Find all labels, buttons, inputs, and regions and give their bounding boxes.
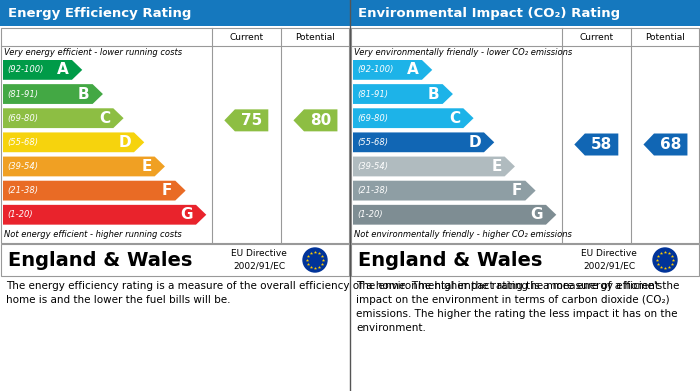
Text: Environmental Impact (CO₂) Rating: Environmental Impact (CO₂) Rating	[358, 7, 620, 20]
Polygon shape	[3, 205, 206, 225]
Polygon shape	[293, 109, 337, 131]
Polygon shape	[353, 60, 432, 80]
Text: Very energy efficient - lower running costs: Very energy efficient - lower running co…	[4, 48, 182, 57]
Text: (55-68): (55-68)	[7, 138, 38, 147]
Text: 80: 80	[310, 113, 332, 128]
Text: C: C	[99, 111, 111, 126]
Text: (81-91): (81-91)	[357, 90, 388, 99]
Text: Energy Efficiency Rating: Energy Efficiency Rating	[8, 7, 191, 20]
Text: (92-100): (92-100)	[7, 65, 43, 74]
Text: Potential: Potential	[295, 32, 335, 41]
Text: Not environmentally friendly - higher CO₂ emissions: Not environmentally friendly - higher CO…	[354, 230, 572, 239]
Text: D: D	[118, 135, 131, 150]
Text: (39-54): (39-54)	[357, 162, 388, 171]
Polygon shape	[3, 84, 103, 104]
Text: EU Directive
2002/91/EC: EU Directive 2002/91/EC	[231, 249, 287, 271]
Text: (21-38): (21-38)	[357, 186, 388, 195]
Polygon shape	[353, 133, 494, 152]
Bar	[351, 244, 699, 276]
Text: (81-91): (81-91)	[7, 90, 38, 99]
Text: F: F	[512, 183, 522, 198]
Polygon shape	[353, 84, 453, 104]
Polygon shape	[3, 108, 124, 128]
Polygon shape	[353, 156, 515, 176]
Text: 68: 68	[660, 137, 682, 152]
Text: EU Directive
2002/91/EC: EU Directive 2002/91/EC	[581, 249, 637, 271]
Text: (55-68): (55-68)	[357, 138, 388, 147]
Text: (92-100): (92-100)	[357, 65, 393, 74]
Text: A: A	[57, 63, 69, 77]
Polygon shape	[353, 108, 474, 128]
Polygon shape	[353, 181, 536, 201]
Bar	[1, 28, 349, 243]
Text: E: E	[141, 159, 152, 174]
Text: (21-38): (21-38)	[7, 186, 38, 195]
Text: The energy efficiency rating is a measure of the overall efficiency of a home. T: The energy efficiency rating is a measur…	[6, 281, 680, 305]
Polygon shape	[3, 60, 82, 80]
Text: Current: Current	[230, 32, 263, 41]
Bar	[350, 0, 700, 26]
Polygon shape	[353, 205, 556, 225]
Polygon shape	[3, 133, 144, 152]
Polygon shape	[574, 133, 618, 156]
Text: Not energy efficient - higher running costs: Not energy efficient - higher running co…	[4, 230, 182, 239]
Bar	[351, 28, 699, 243]
Polygon shape	[224, 109, 268, 131]
Polygon shape	[3, 181, 186, 201]
Text: B: B	[78, 86, 90, 102]
Text: F: F	[162, 183, 172, 198]
Text: (69-80): (69-80)	[7, 114, 38, 123]
Text: 58: 58	[592, 137, 612, 152]
Polygon shape	[643, 133, 687, 156]
Text: England & Wales: England & Wales	[358, 251, 542, 269]
Text: 75: 75	[241, 113, 262, 128]
Text: D: D	[468, 135, 481, 150]
Text: (1-20): (1-20)	[7, 210, 33, 219]
Text: England & Wales: England & Wales	[8, 251, 192, 269]
Text: Potential: Potential	[645, 32, 685, 41]
Circle shape	[303, 248, 327, 272]
Text: C: C	[449, 111, 461, 126]
Bar	[0, 0, 350, 26]
Bar	[1, 244, 349, 276]
Circle shape	[653, 248, 677, 272]
Text: A: A	[407, 63, 419, 77]
Text: (39-54): (39-54)	[7, 162, 38, 171]
Text: (69-80): (69-80)	[357, 114, 388, 123]
Text: Current: Current	[580, 32, 613, 41]
Text: B: B	[428, 86, 440, 102]
Text: (1-20): (1-20)	[357, 210, 383, 219]
Text: Very environmentally friendly - lower CO₂ emissions: Very environmentally friendly - lower CO…	[354, 48, 573, 57]
Text: E: E	[491, 159, 502, 174]
Text: The environmental impact rating is a measure of a home's impact on the environme: The environmental impact rating is a mea…	[356, 281, 678, 333]
Text: G: G	[181, 207, 193, 222]
Text: G: G	[531, 207, 543, 222]
Polygon shape	[3, 156, 165, 176]
